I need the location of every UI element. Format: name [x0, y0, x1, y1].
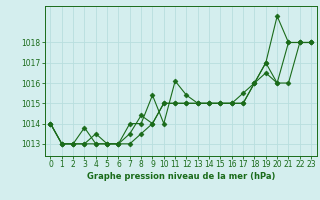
X-axis label: Graphe pression niveau de la mer (hPa): Graphe pression niveau de la mer (hPa): [87, 172, 275, 181]
